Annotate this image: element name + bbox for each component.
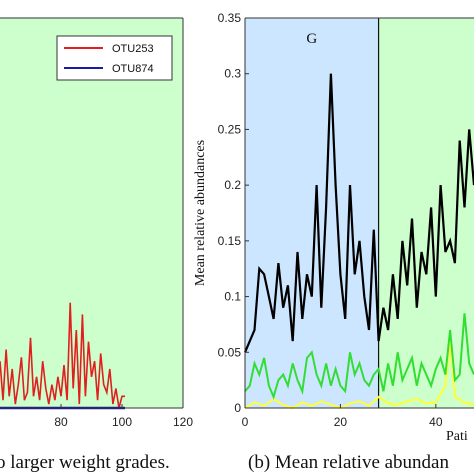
right-y-tick-label: 0.2	[224, 178, 241, 192]
region-g-background	[245, 18, 379, 408]
black-series-line	[243, 73, 474, 353]
left-x-tick-label: 120	[173, 415, 193, 429]
right-y-tick-label: 0.25	[218, 122, 242, 136]
region-g-label: G	[306, 31, 317, 47]
right-x-tick-label: 0	[242, 415, 249, 429]
right-y-tick-label: 0	[234, 401, 241, 415]
legend-label-otu874: OTU874	[112, 63, 154, 75]
right-series-group	[243, 73, 474, 410]
right-x-ticks: 0 20 40	[242, 404, 443, 429]
left-caption: o larger weight grades.	[0, 452, 170, 473]
left-legend: OTU253 OTU874	[56, 35, 173, 81]
right-y-tick-label: 0.35	[218, 11, 242, 25]
right-x-tick-label: 40	[429, 415, 443, 429]
otu253-line	[0, 302, 125, 409]
yellow-series-line	[244, 340, 474, 410]
right-y-axis-label: Mean relative abundances	[193, 140, 208, 286]
right-y-tick-label: 0.05	[218, 345, 242, 359]
legend-box	[56, 35, 173, 81]
green-series-line	[244, 313, 474, 400]
left-x-tick-label: 80	[54, 415, 68, 429]
left-x-ticks: 80 100 120	[54, 404, 193, 429]
right-panel: G 0 0.05 0.1 0.15 0.2 0.25 0.3 0.35 0 20 40 Mean …	[193, 11, 474, 444]
left-x-tick-label: 100	[112, 415, 132, 429]
right-x-axis-label: Pati	[446, 429, 468, 444]
right-y-tick-label: 0.3	[224, 67, 241, 81]
right-y-tick-label: 0.15	[218, 234, 242, 248]
legend-label-otu253: OTU253	[112, 43, 154, 55]
right-x-tick-label: 20	[334, 415, 348, 429]
left-panel: 80 100 120 OTU253 OTU874	[0, 17, 193, 429]
right-caption: (b) Mean relative abundan	[248, 452, 449, 473]
right-y-ticks: 0 0.05 0.1 0.15 0.2 0.25 0.3 0.35	[218, 11, 249, 415]
right-y-tick-label: 0.1	[224, 290, 241, 304]
